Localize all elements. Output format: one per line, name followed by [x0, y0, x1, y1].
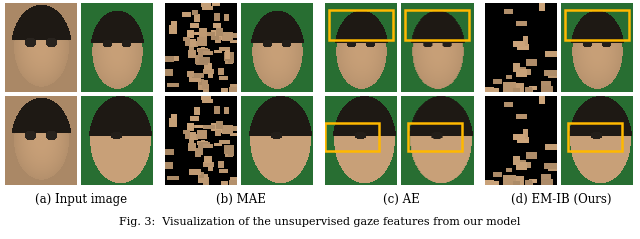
Bar	[568, 123, 622, 151]
Bar	[564, 10, 629, 40]
Bar	[328, 10, 394, 40]
Text: (b) MAE: (b) MAE	[216, 193, 266, 206]
Bar	[404, 10, 469, 40]
Text: Fig. 3:  Visualization of the unsupervised gaze features from our model: Fig. 3: Visualization of the unsupervise…	[119, 217, 521, 227]
Text: (d) EM-IB (Ours): (d) EM-IB (Ours)	[511, 193, 611, 206]
Text: (c) AE: (c) AE	[383, 193, 419, 206]
Text: (a) Input image: (a) Input image	[35, 193, 127, 206]
Bar	[325, 123, 379, 151]
Bar	[408, 123, 462, 151]
